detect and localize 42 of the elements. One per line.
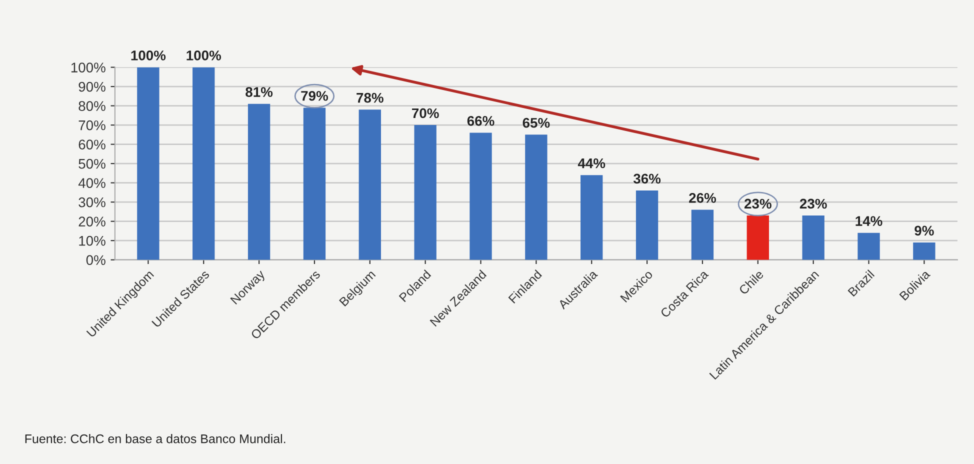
data-label: 44% <box>578 158 606 168</box>
data-label: 78% <box>356 92 384 103</box>
y-tick-label: 60% <box>78 140 106 150</box>
data-label: 36% <box>633 174 661 184</box>
bar <box>137 67 160 260</box>
data-label: 14% <box>856 216 882 226</box>
bar <box>691 210 714 260</box>
y-tick-label: 50% <box>78 158 106 169</box>
bar <box>636 190 658 260</box>
y-tick-label: 100% <box>71 62 106 72</box>
y-tick-label: 10% <box>79 236 106 246</box>
bar <box>470 132 492 260</box>
bar <box>746 216 769 260</box>
bar <box>525 134 548 260</box>
bar <box>303 108 326 260</box>
data-label: 66% <box>467 116 494 126</box>
y-tick-label: 70% <box>78 120 106 130</box>
data-label: 65% <box>522 118 550 128</box>
bar <box>414 125 436 260</box>
data-label: 100% <box>131 50 166 60</box>
data-label: 81% <box>246 87 273 97</box>
bar <box>358 110 381 260</box>
bar <box>580 175 603 260</box>
bar <box>192 67 215 260</box>
y-tick-label: 0% <box>86 255 106 266</box>
data-label: 70% <box>412 108 439 118</box>
y-tick-label: 90% <box>78 82 106 92</box>
bar <box>802 216 824 260</box>
data-label: 23% <box>744 198 772 209</box>
y-tick-label: 80% <box>78 101 106 111</box>
y-tick-label: 40% <box>78 178 106 188</box>
data-label: 79% <box>301 90 328 101</box>
data-label: 100% <box>186 50 222 60</box>
bar <box>248 104 270 260</box>
source-note: Fuente: CChC en base a datos Banco Mundial. <box>25 434 286 444</box>
data-label: 23% <box>800 198 827 209</box>
data-label: 26% <box>689 193 716 203</box>
bar <box>913 242 936 260</box>
data-label: 9% <box>914 226 934 236</box>
bar <box>858 232 880 260</box>
y-tick-label: 30% <box>78 197 106 208</box>
y-tick-label: 20% <box>78 216 106 226</box>
